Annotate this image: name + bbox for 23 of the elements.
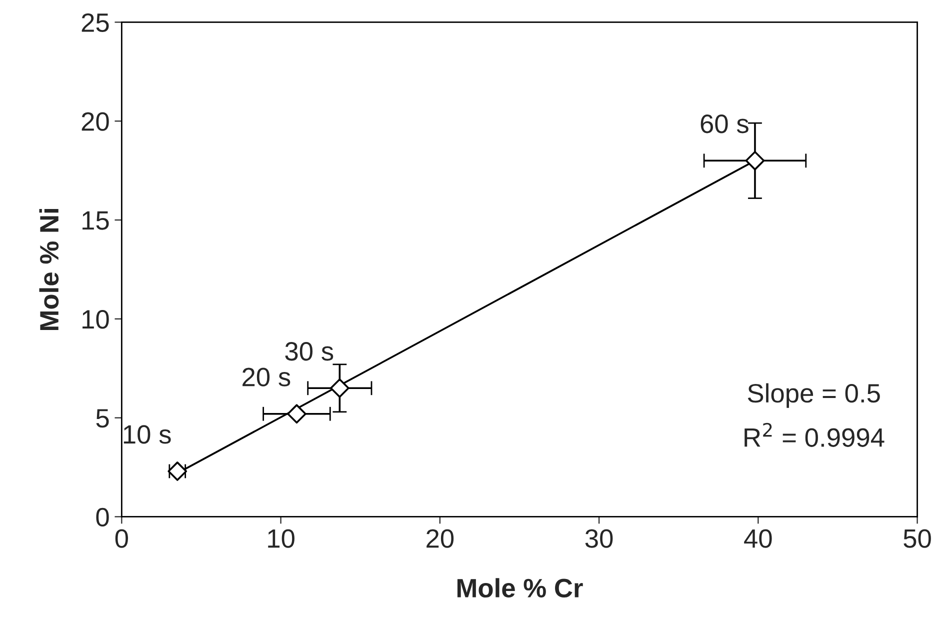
annotation: 20 s	[242, 368, 290, 386]
y-tick-label: 5	[96, 409, 109, 428]
annotation: 30 s	[285, 342, 334, 361]
x-axis-title: Mole % Cr	[457, 578, 583, 598]
x-tick-label: 50	[904, 529, 931, 548]
annotation: 10 s	[124, 425, 171, 444]
y-tick-label: 0	[96, 508, 109, 527]
x-tick-label: 20	[426, 529, 454, 548]
point	[287, 404, 306, 424]
point	[330, 378, 350, 398]
y-tick-label: 20	[82, 112, 109, 131]
annotation: Slope = 0.5	[748, 383, 880, 408]
x-tick-label: 10	[268, 529, 294, 548]
y-tick-label: 25	[82, 13, 109, 32]
x-tick-label: 30	[585, 529, 613, 548]
x-tick-label: 40	[744, 529, 772, 548]
y-axis-title: Mole % Ni	[39, 209, 59, 330]
point	[745, 150, 765, 170]
y-tick-label: 10	[82, 310, 109, 329]
annotation: 60 s	[700, 114, 748, 134]
x-tick-label: 0	[115, 529, 128, 548]
annotation: R$^{2}$ = 0.9994	[744, 422, 884, 447]
y-tick-label: 15	[82, 211, 109, 230]
